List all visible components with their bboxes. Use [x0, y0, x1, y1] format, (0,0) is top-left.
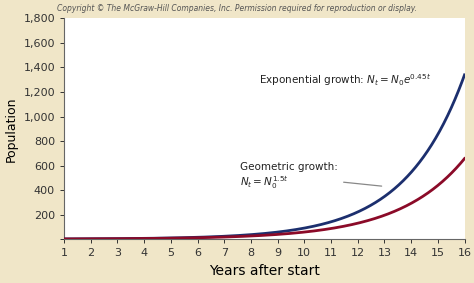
Text: Geometric growth:
$N_t = N_0^{1.5t}$: Geometric growth: $N_t = N_0^{1.5t}$ [240, 162, 382, 191]
Y-axis label: Population: Population [5, 96, 18, 162]
Text: Exponential growth: $N_t = N_0e^{0.45t}$: Exponential growth: $N_t = N_0e^{0.45t}$ [259, 72, 431, 88]
Text: Copyright © The McGraw-Hill Companies, Inc. Permission required for reproduction: Copyright © The McGraw-Hill Companies, I… [57, 4, 417, 13]
X-axis label: Years after start: Years after start [209, 264, 319, 278]
